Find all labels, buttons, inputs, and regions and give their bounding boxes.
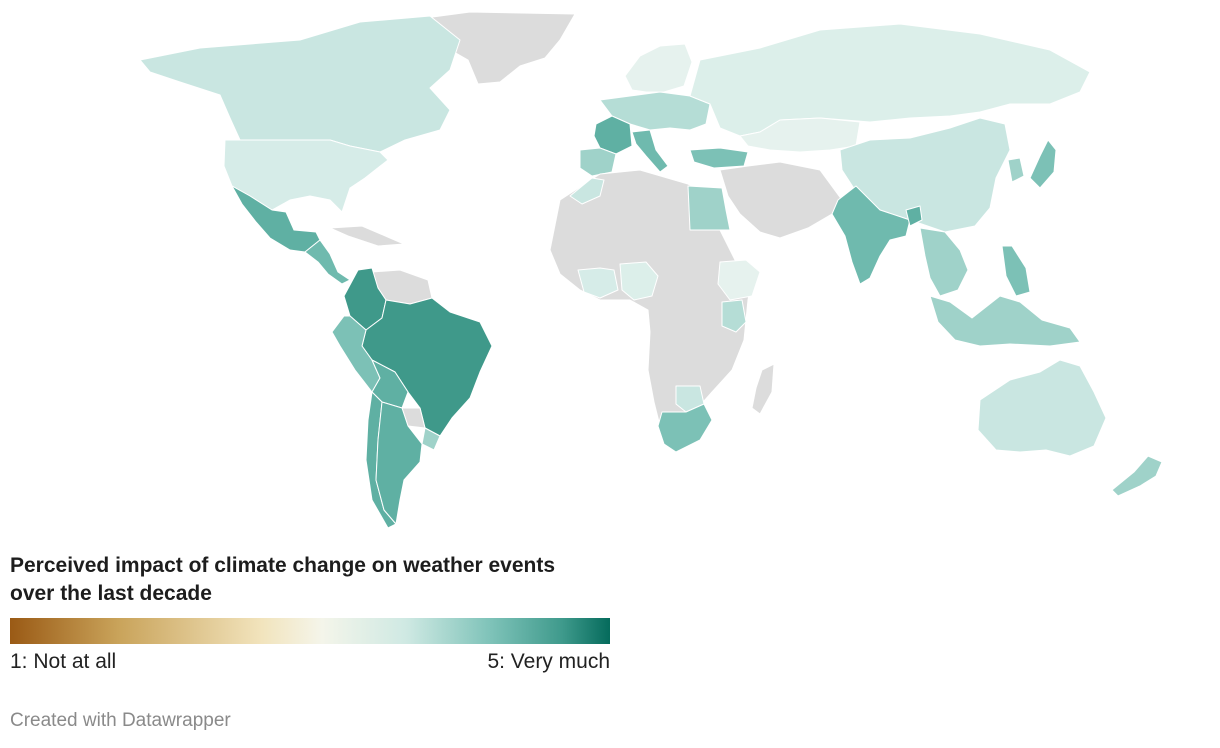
country-regions (139, 11, 1163, 529)
region-france[interactable] (593, 115, 633, 155)
region-caribbean[interactable] (329, 225, 405, 247)
region-italy[interactable] (631, 129, 669, 173)
region-egypt[interactable] (687, 185, 731, 231)
region-south-africa[interactable] (657, 403, 713, 453)
region-japan[interactable] (1029, 139, 1057, 189)
legend-labels: 1: Not at all 5: Very much (10, 650, 610, 674)
region-ethiopia[interactable] (717, 259, 761, 301)
region-india[interactable] (831, 185, 911, 285)
world-choropleth-map (139, 11, 1163, 529)
credit-link[interactable]: Created with Datawrapper (10, 710, 231, 731)
region-turkey[interactable] (689, 147, 749, 169)
region-indonesia[interactable] (929, 295, 1081, 347)
legend-color-scale (10, 618, 610, 644)
region-scandinavia[interactable] (624, 43, 693, 93)
region-australia[interactable] (977, 359, 1107, 457)
region-bangladesh[interactable] (905, 205, 923, 227)
region-argentina[interactable] (375, 401, 423, 525)
legend-title-line1: Perceived impact of climate change on we… (10, 554, 556, 577)
region-spain[interactable] (579, 147, 617, 177)
region-madagascar[interactable] (751, 363, 775, 415)
legend-min-label: 1: Not at all (10, 650, 117, 673)
region-central-america[interactable] (304, 239, 351, 285)
color-legend: Perceived impact of climate change on we… (10, 552, 610, 674)
legend-max-label: 5: Very much (487, 650, 610, 673)
region-nigeria[interactable] (619, 261, 659, 301)
region-new-zealand[interactable] (1111, 455, 1163, 497)
legend-title-line2: over the last decade (10, 582, 212, 605)
legend-title: Perceived impact of climate change on we… (10, 552, 610, 608)
region-philippines[interactable] (1001, 245, 1031, 297)
region-canada[interactable] (139, 15, 461, 153)
region-russia[interactable] (689, 23, 1091, 137)
region-middle-east[interactable] (719, 161, 843, 239)
region-korea[interactable] (1007, 157, 1025, 183)
region-southeast-asia[interactable] (919, 227, 969, 297)
region-kenya[interactable] (721, 299, 747, 333)
region-west-africa[interactable] (577, 267, 619, 299)
region-morocco[interactable] (569, 177, 605, 205)
region-uruguay[interactable] (421, 427, 441, 451)
